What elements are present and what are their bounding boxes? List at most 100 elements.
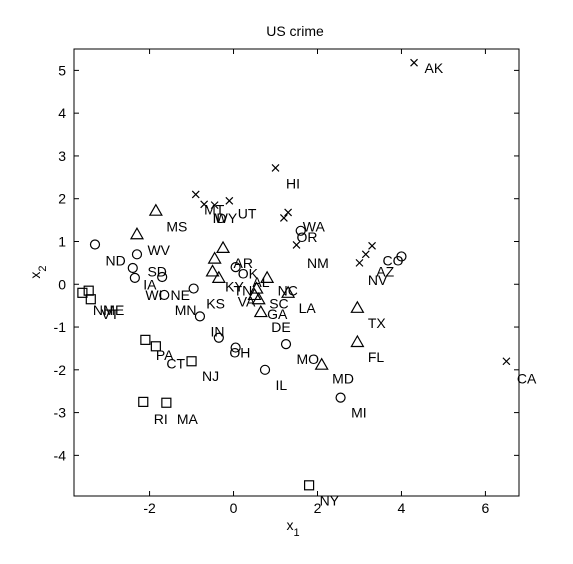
point-triangle xyxy=(281,285,296,298)
point-circle xyxy=(129,272,140,283)
plot-frame xyxy=(73,48,520,497)
point-square xyxy=(83,285,94,296)
point-label: NJ xyxy=(202,368,219,384)
point-label: KS xyxy=(206,296,225,312)
point-triangle xyxy=(350,334,365,348)
point-label: RI xyxy=(154,411,168,427)
point-label: OR xyxy=(297,229,318,245)
point-triangle xyxy=(350,300,365,313)
x-tick-label: 4 xyxy=(398,500,406,516)
point-cross xyxy=(191,190,200,199)
point-label: MA xyxy=(177,411,199,427)
point-triangle xyxy=(314,357,329,370)
point-circle xyxy=(131,249,143,260)
point-circle xyxy=(127,262,138,274)
point-triangle xyxy=(129,227,145,240)
point-cross xyxy=(355,258,364,267)
point-label: WI xyxy=(145,287,162,303)
point-triangle xyxy=(249,281,264,294)
point-label: NV xyxy=(368,272,388,288)
point-label: DE xyxy=(271,319,290,335)
point-cross xyxy=(210,201,219,210)
point-circle xyxy=(213,332,224,343)
chart-title: US crime xyxy=(266,23,324,39)
point-label: TX xyxy=(368,315,387,331)
point-cross xyxy=(271,163,280,172)
y-axis-label-main: x xyxy=(27,272,43,279)
point-label: WA xyxy=(303,219,326,235)
point-square xyxy=(186,356,197,367)
point-label: IL xyxy=(276,377,288,393)
point-label: NH xyxy=(93,302,113,318)
point-label: SC xyxy=(269,296,288,312)
point-label: CA xyxy=(517,370,537,386)
y-tick-label: 5 xyxy=(58,62,66,78)
point-circle xyxy=(396,251,407,262)
point-circle xyxy=(295,225,306,236)
point-label: VA xyxy=(238,293,256,309)
point-cross xyxy=(225,196,234,205)
point-label: ID xyxy=(213,210,227,226)
point-label: AR xyxy=(234,255,253,271)
point-circle xyxy=(157,271,168,283)
point-triangle xyxy=(211,270,226,283)
y-tick-label: 0 xyxy=(58,276,66,292)
y-axis: -4 -3 -2 -1 0 1 2 3 4 5 xyxy=(54,62,519,463)
point-label: VT xyxy=(101,306,119,322)
point-triangle xyxy=(260,270,275,283)
point-triangle xyxy=(215,240,231,254)
point-label: NY xyxy=(320,492,340,508)
point-label: MS xyxy=(166,219,187,235)
point-circle xyxy=(230,262,241,273)
x-axis-label-main: x xyxy=(286,517,293,533)
y-tick-label: -2 xyxy=(54,362,67,378)
point-label: MT xyxy=(204,201,225,217)
y-axis-label: x2 xyxy=(27,265,49,278)
point-cross xyxy=(368,241,376,250)
x-axis: -2 0 2 4 6 xyxy=(143,49,490,516)
point-square xyxy=(161,397,172,408)
point-label: SD xyxy=(147,263,166,279)
point-circle xyxy=(194,311,206,322)
y-axis-label-subscript: 2 xyxy=(37,265,49,271)
point-label: AZ xyxy=(376,263,394,279)
point-circle xyxy=(188,283,199,294)
point-label: IA xyxy=(143,276,157,292)
point-cross xyxy=(284,208,293,217)
point-label: NE xyxy=(171,287,190,303)
point-circle xyxy=(159,289,170,301)
point-label: NC xyxy=(278,283,298,299)
point-label: AL xyxy=(252,274,269,290)
x-tick-label: 6 xyxy=(482,500,490,516)
point-label: NM xyxy=(307,255,329,271)
point-square xyxy=(140,334,151,345)
point-cross xyxy=(361,250,370,259)
data-markers xyxy=(77,58,511,491)
y-tick-label: -4 xyxy=(54,447,67,463)
point-triangle xyxy=(205,264,220,277)
point-label: CT xyxy=(166,355,185,371)
point-label: GA xyxy=(267,306,288,322)
point-triangle xyxy=(251,292,266,305)
point-cross xyxy=(200,200,209,209)
y-tick-label: -3 xyxy=(54,405,67,421)
point-square xyxy=(85,294,96,305)
x-tick-label: 2 xyxy=(314,500,322,516)
point-label: OH xyxy=(229,345,250,361)
point-triangle xyxy=(148,203,163,216)
point-label: OK xyxy=(238,266,259,282)
point-label: MD xyxy=(332,370,354,386)
point-cross xyxy=(410,58,418,67)
point-square xyxy=(150,341,161,352)
point-cross xyxy=(292,240,301,249)
point-circle xyxy=(335,392,346,403)
point-square xyxy=(138,396,149,407)
point-circle xyxy=(280,339,292,350)
point-label: CO xyxy=(383,253,404,269)
point-cross xyxy=(502,357,511,366)
point-label: AK xyxy=(425,60,444,76)
point-square xyxy=(303,480,315,491)
point-label: HI xyxy=(286,176,300,192)
